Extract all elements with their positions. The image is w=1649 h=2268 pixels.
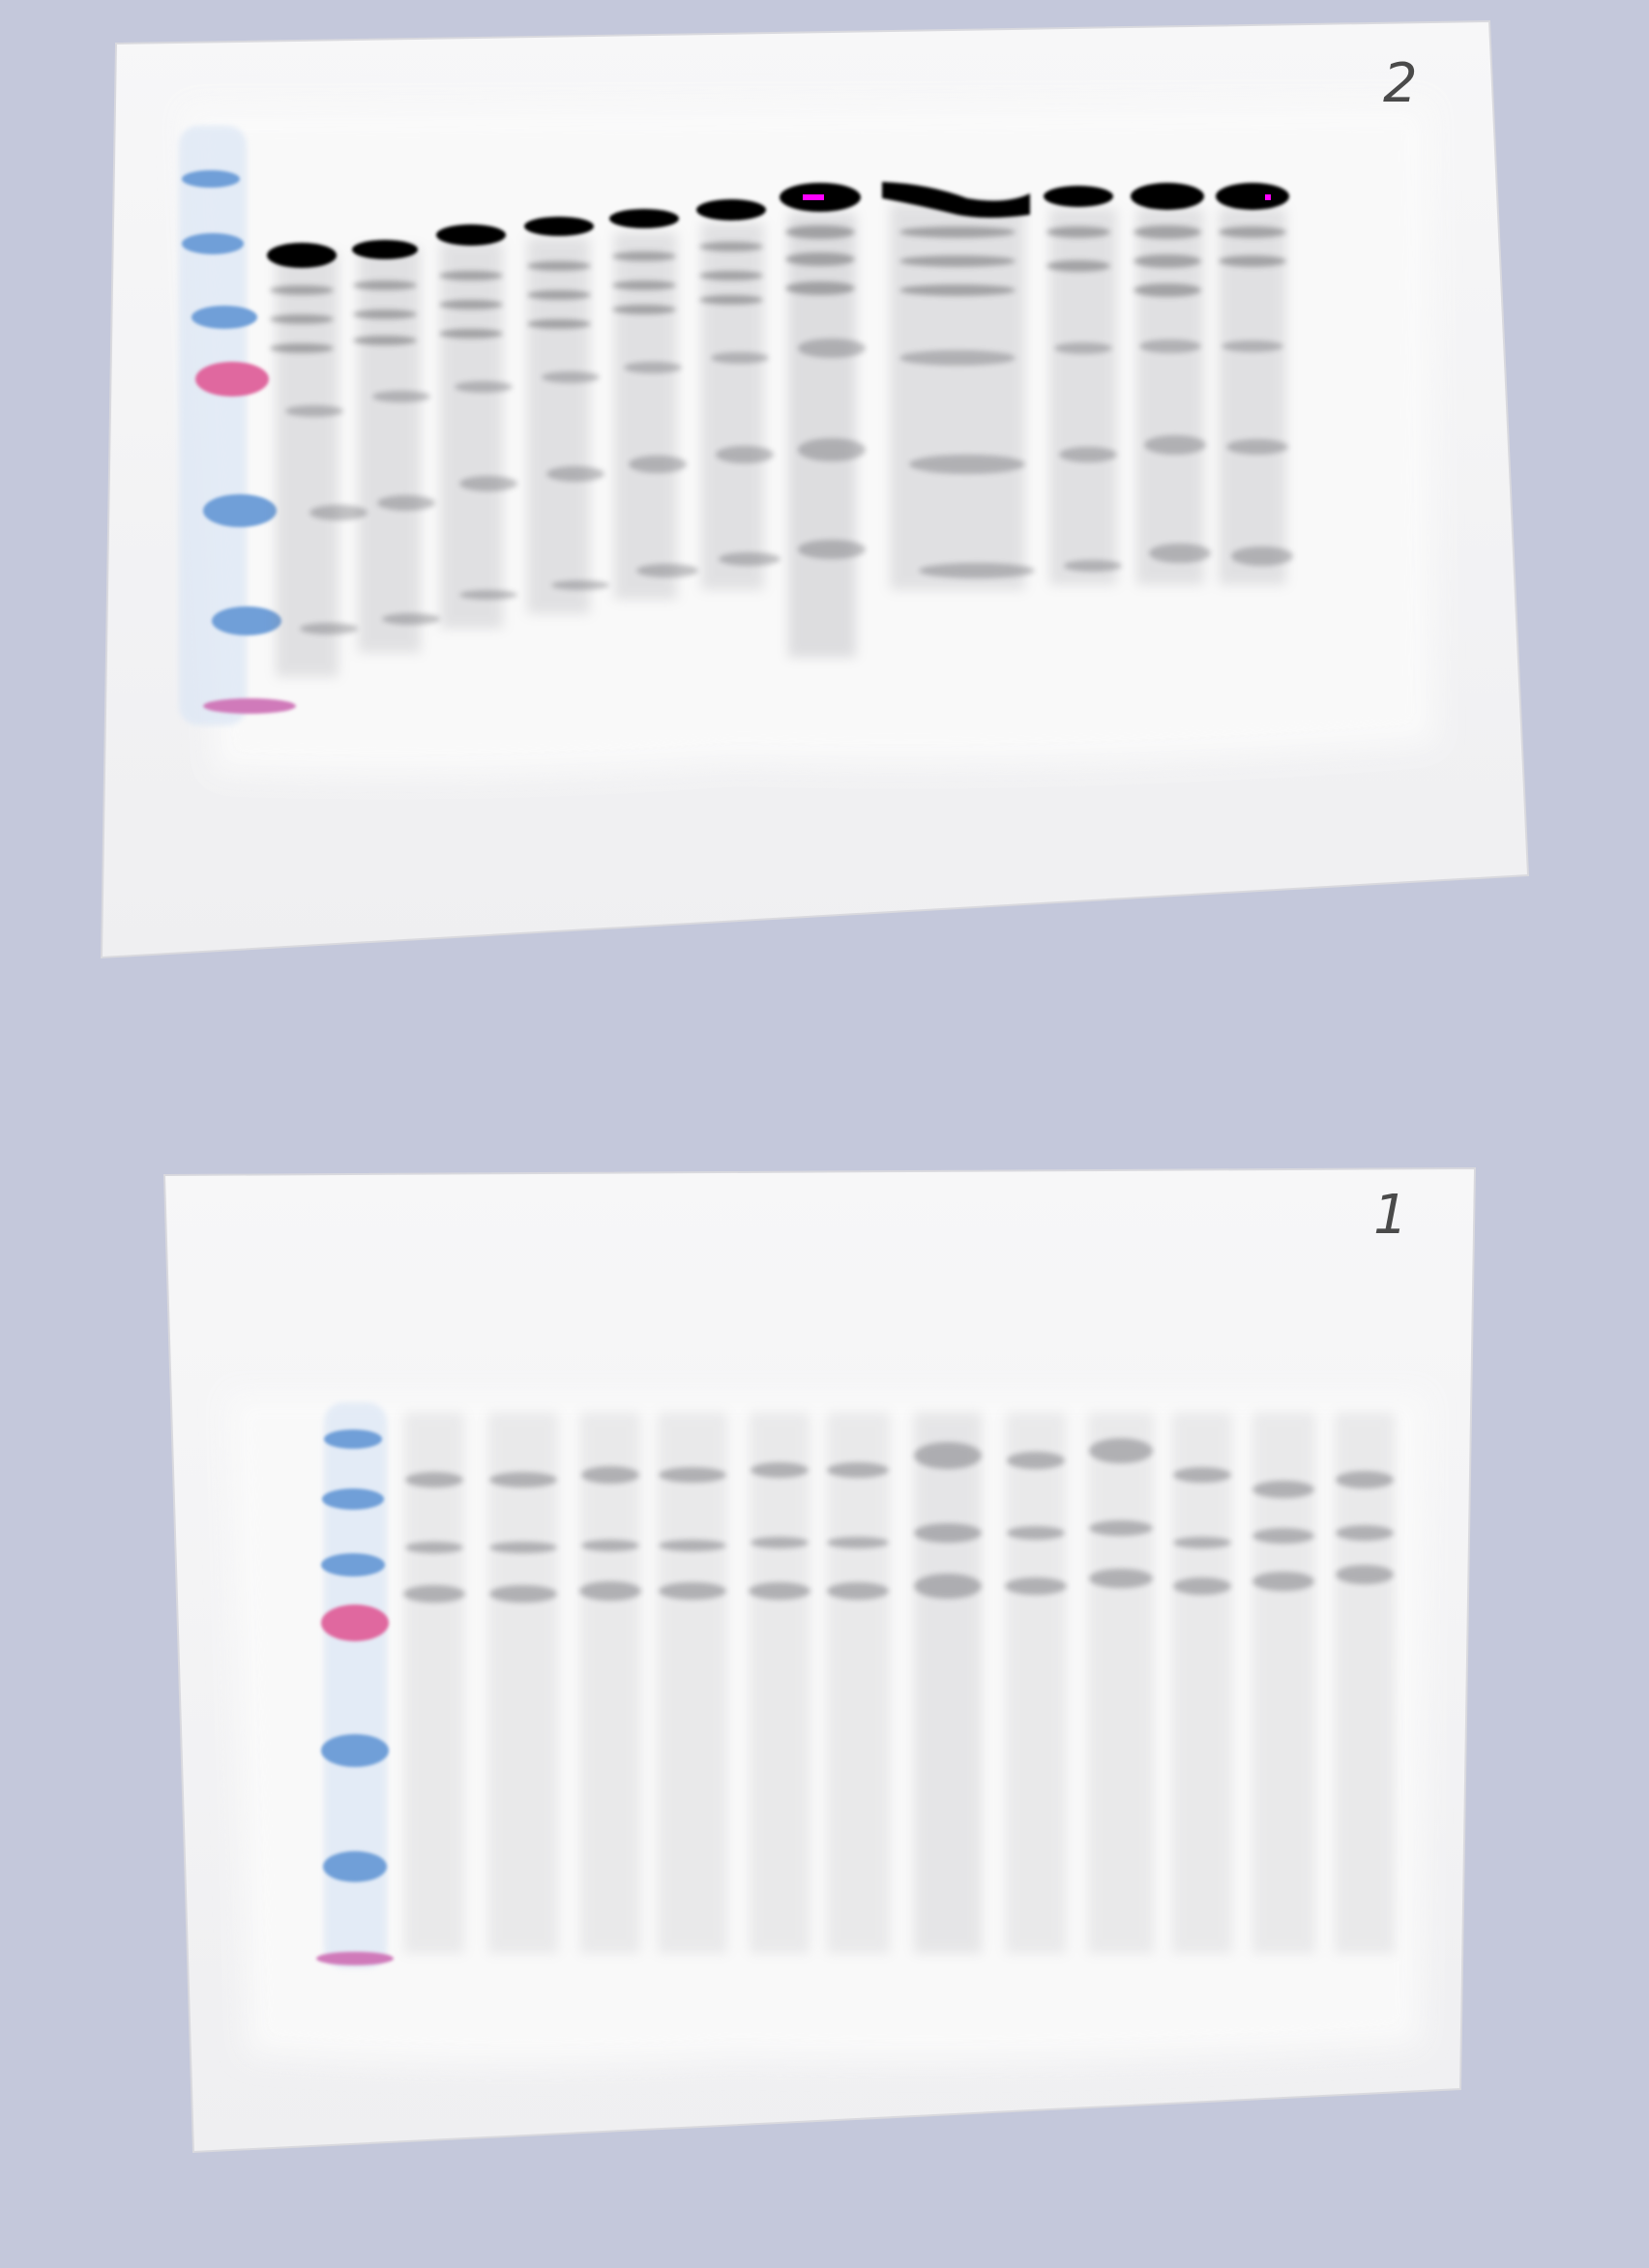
band-main bbox=[882, 182, 1030, 218]
ladder-band bbox=[203, 494, 277, 527]
ladder-band bbox=[182, 233, 244, 254]
ladder-band-pink bbox=[195, 362, 269, 397]
ladder-band-pink bbox=[321, 1605, 389, 1641]
saturation-mark bbox=[803, 194, 824, 200]
ladder-band bbox=[182, 170, 240, 188]
lanes-bottom bbox=[403, 1412, 1395, 1954]
band-main bbox=[696, 199, 766, 221]
ladder-top bbox=[179, 126, 296, 725]
band-main bbox=[1216, 183, 1289, 210]
membrane-top-label: 2 bbox=[1383, 52, 1418, 115]
ladder-band bbox=[321, 1553, 385, 1576]
ladder-band bbox=[323, 1851, 387, 1882]
ladder-band bbox=[321, 1734, 389, 1767]
saturation-mark bbox=[1265, 194, 1271, 200]
band-main bbox=[352, 240, 418, 259]
band-main bbox=[436, 224, 506, 246]
band-main bbox=[609, 209, 679, 228]
ladder-band-pink bbox=[203, 698, 296, 714]
ladder-band bbox=[322, 1488, 384, 1510]
band-main bbox=[267, 243, 337, 268]
membrane-top: 2 bbox=[100, 19, 1530, 959]
ladder-bottom bbox=[316, 1402, 394, 1968]
ladder-band-pink bbox=[316, 1952, 394, 1965]
band-main bbox=[1131, 183, 1204, 210]
ladder-band bbox=[191, 306, 257, 329]
lanes-top bbox=[267, 182, 1293, 677]
membrane-bottom-label: 1 bbox=[1373, 1184, 1408, 1247]
membrane-bottom: 1 bbox=[162, 1166, 1477, 2154]
band-main bbox=[1044, 186, 1113, 207]
ladder-band bbox=[324, 1429, 382, 1449]
ladder-band bbox=[212, 606, 281, 635]
band-main bbox=[524, 217, 594, 236]
